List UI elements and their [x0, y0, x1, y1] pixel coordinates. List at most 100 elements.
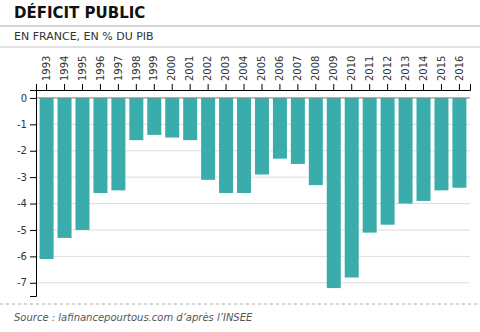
axis-line [37, 84, 471, 91]
tick-label: -5 [17, 225, 27, 236]
tick-mark [154, 84, 155, 90]
tick-mark [118, 84, 119, 90]
bar [381, 98, 395, 225]
bar [255, 98, 269, 175]
tick-mark [136, 84, 137, 90]
tick-mark [30, 177, 36, 178]
tick: 0 [21, 93, 36, 104]
tick: 2009 [328, 56, 339, 90]
tick-label: 1996 [95, 56, 106, 81]
tick-mark [333, 84, 334, 90]
y-axis: 0-1-2-3-4-5-6-7 [17, 91, 36, 297]
tick-label: -7 [17, 277, 27, 288]
tick-mark [441, 84, 442, 90]
tick-label: 2001 [184, 56, 195, 81]
tick-label: -6 [17, 251, 27, 262]
tick: 1997 [113, 56, 124, 90]
bar [129, 98, 143, 140]
tick-label: 1999 [148, 56, 159, 81]
tick-label: 1995 [77, 56, 88, 81]
tick: 2011 [364, 56, 375, 90]
tick-mark [82, 84, 83, 90]
tick: 1995 [77, 56, 88, 90]
tick-mark [30, 124, 36, 125]
tick-mark [30, 256, 36, 257]
tick-mark [100, 84, 101, 90]
tick: 1996 [95, 56, 106, 90]
tick-label: 2004 [238, 56, 249, 81]
tick-label: 2003 [220, 56, 231, 81]
tick: 1993 [41, 56, 52, 90]
bar [75, 98, 89, 230]
tick: 2015 [436, 56, 447, 90]
tick-label: 2016 [454, 56, 465, 81]
tick-mark [46, 84, 47, 90]
tick: 2004 [238, 56, 249, 90]
tick-label: 2011 [364, 56, 375, 81]
tick: 2006 [274, 56, 285, 90]
tick: 2008 [310, 56, 321, 90]
bar [399, 98, 413, 204]
bar [40, 98, 54, 259]
tick-label: -1 [17, 119, 27, 130]
separator [0, 47, 480, 48]
bars [40, 98, 467, 288]
separator [0, 26, 480, 27]
grid [36, 98, 470, 283]
tick: 2003 [220, 56, 231, 90]
tick-label: 1998 [131, 56, 142, 81]
tick-mark [30, 230, 36, 231]
tick: 2001 [184, 56, 195, 90]
tick-label: 2014 [418, 56, 429, 81]
tick: -7 [17, 277, 36, 288]
bar [183, 98, 197, 140]
tick: -2 [17, 145, 36, 156]
chart: DÉFICIT PUBLICEN FRANCE, EN % DU PIBSour… [0, 0, 480, 332]
tick: 2016 [454, 56, 465, 90]
tick-mark [30, 98, 36, 99]
tick: -1 [17, 119, 36, 130]
bar [327, 98, 341, 288]
tick-label: 1993 [41, 56, 52, 81]
bar [452, 98, 466, 188]
tick-mark [315, 84, 316, 90]
tick: 1994 [59, 56, 70, 90]
tick: 2012 [382, 56, 393, 90]
grid-line [36, 229, 470, 230]
tick-mark [459, 84, 460, 90]
zero-line [36, 97, 470, 98]
bar [111, 98, 125, 190]
tick-mark [30, 204, 36, 205]
grid-line [36, 282, 470, 283]
tick: 2005 [256, 56, 267, 90]
bar [273, 98, 287, 159]
tick-label: 1994 [59, 56, 70, 81]
tick-label: 2009 [328, 56, 339, 81]
tick-label: 2013 [400, 56, 411, 81]
tick: 2014 [418, 56, 429, 90]
tick-mark [30, 151, 36, 152]
tick-label: 2015 [436, 56, 447, 81]
tick-label: 2005 [256, 56, 267, 81]
tick-mark [64, 84, 65, 90]
source: Source : lafinancepourtous.com d’après l… [14, 312, 253, 323]
tick-label: 2012 [382, 56, 393, 81]
bar [434, 98, 448, 190]
tick-label: -3 [17, 172, 27, 183]
title: DÉFICIT PUBLIC [14, 3, 145, 22]
tick-mark [369, 84, 370, 90]
bar [58, 98, 72, 238]
tick-label: 1997 [113, 56, 124, 81]
tick-mark [30, 283, 36, 284]
tick: 1998 [131, 56, 142, 90]
bar [309, 98, 323, 185]
tick-label: 2010 [346, 56, 357, 81]
grid-line [36, 256, 470, 257]
bar [345, 98, 359, 278]
tick-label: 2002 [202, 56, 213, 81]
axis-line [30, 91, 37, 297]
tick-label: 2000 [166, 56, 177, 81]
bar [93, 98, 107, 193]
tick-label: -2 [17, 145, 27, 156]
tick: 1999 [148, 56, 159, 90]
